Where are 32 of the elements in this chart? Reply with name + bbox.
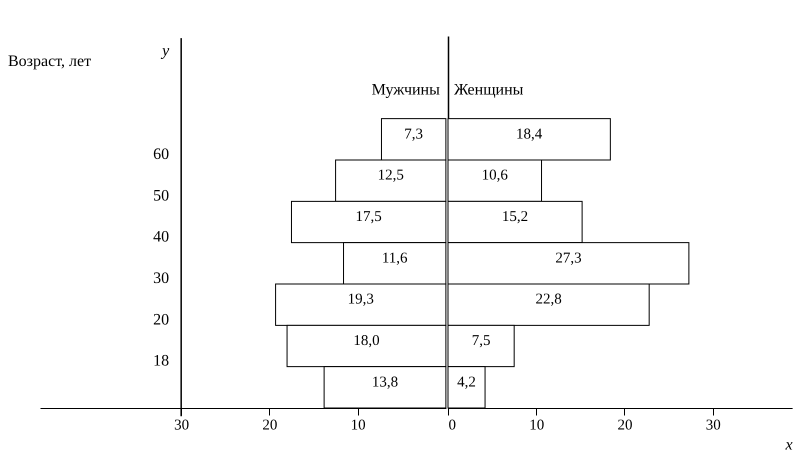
data-label: 10,6 [482,168,508,184]
data-label: 22,8 [535,292,562,308]
data-label: 18,4 [516,126,543,142]
series-label: Женщины [454,82,524,99]
data-label: 15,2 [502,209,528,225]
x-axis-title: x [784,436,793,454]
x-tick-label: 10 [350,418,366,434]
x-tick-label: 10 [529,418,544,434]
annotation: 60 [153,146,170,163]
annotation: 40 [153,228,170,246]
annotation: 50 [153,187,170,204]
x-tick-label: 20 [617,418,632,434]
x-tick-label: 30 [706,418,721,434]
data-label: 18,0 [353,333,380,349]
data-label: 7,5 [472,333,490,349]
data-label: 4,2 [457,374,476,390]
x-tick-label: 30 [174,418,190,434]
x-tick-label: 0 [448,418,456,434]
y-axis-title: Возраст, лет [8,52,92,70]
data-label: 11,6 [382,250,408,266]
data-label: 7,3 [404,126,424,142]
text: y [160,42,170,60]
annotation: 30 [153,270,170,287]
annotation: 20 [153,311,170,328]
data-label: 12,5 [378,168,404,184]
series-label: Мужчины [372,82,440,99]
annotation: 18 [153,352,170,370]
data-label: 19,3 [348,292,374,308]
data-label: 27,3 [555,250,582,266]
data-label: 13,8 [372,374,398,390]
x-tick-label: 20 [262,418,278,434]
data-label: 17,5 [356,209,382,225]
